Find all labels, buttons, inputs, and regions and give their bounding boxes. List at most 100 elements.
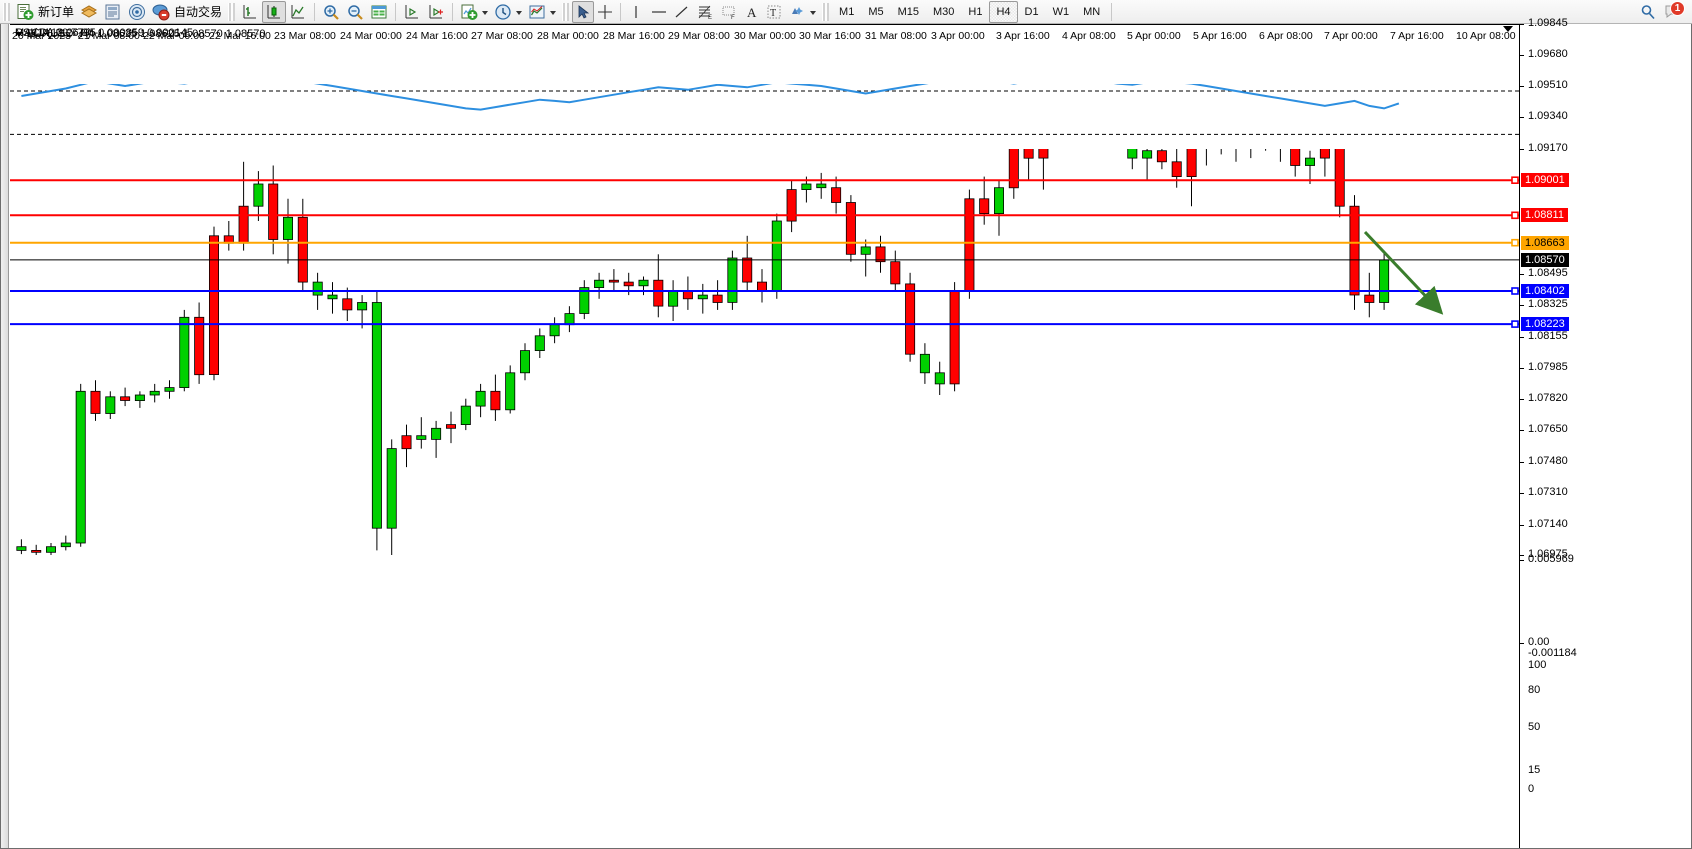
price-tick-mark — [1520, 117, 1524, 119]
price-level-tag[interactable]: 1.08223 — [1521, 317, 1569, 332]
price-tick-mark — [1520, 555, 1524, 556]
price-level-tag[interactable]: 1.08570 — [1521, 252, 1569, 267]
vertical-line-icon[interactable] — [625, 1, 647, 23]
templates-caret-icon[interactable] — [550, 10, 557, 15]
time-tick-label: 23 Mar 08:00 — [274, 30, 336, 42]
shapes-icon[interactable] — [785, 1, 809, 23]
period-icon[interactable] — [491, 1, 515, 23]
time-tick-label: 3 Apr 16:00 — [996, 30, 1050, 42]
price-tick-mark — [1520, 336, 1524, 338]
fibo-channel-icon[interactable]: F — [717, 1, 741, 23]
macd-tick-zero — [1520, 643, 1524, 644]
price-tick-mark — [1520, 148, 1524, 150]
price-level-tag[interactable]: 1.09001 — [1521, 173, 1569, 188]
timeframe-mn[interactable]: MN — [1083, 5, 1101, 18]
search-icon[interactable] — [1636, 1, 1660, 23]
time-tick-label: 22 Mar 16:00 — [209, 30, 271, 42]
chart-shift-icon[interactable] — [400, 1, 424, 23]
svg-text:A: A — [747, 5, 757, 20]
price-level-tag[interactable]: 1.08663 — [1521, 235, 1569, 250]
zoom-in-icon[interactable] — [319, 1, 343, 23]
time-tick-label: 5 Apr 16:00 — [1193, 30, 1247, 42]
chart-symbol-header: EURUSD-,H4 1.08625 1.08625 1.08570 1.085… — [15, 28, 266, 40]
main-toolbar: 新订单 自动交易 — [0, 0, 1692, 24]
time-tick-label: 28 Mar 16:00 — [603, 30, 665, 42]
chart-vertical-scrollbar[interactable] — [1, 24, 9, 848]
chart-window[interactable]: EURUSD-,H4 1.08625 1.08625 1.08570 1.085… — [0, 17, 1692, 849]
price-tick-label: 1.09680 — [1528, 47, 1568, 60]
price-tick-label: 1.07985 — [1528, 361, 1568, 374]
time-tick-label: 7 Apr 00:00 — [1324, 30, 1378, 42]
time-tick-label: 10 Apr 08:00 — [1456, 30, 1516, 42]
price-tick-label: 1.07140 — [1528, 517, 1568, 530]
indicators-caret-icon[interactable] — [482, 10, 489, 15]
profile-icon[interactable] — [77, 1, 101, 23]
signals-icon[interactable] — [125, 1, 149, 23]
price-scale[interactable]: 1.09845 1.09680 1.09510 1.09340 1.09170 1.084… — [1519, 17, 1691, 848]
shapes-caret-icon[interactable] — [810, 10, 817, 15]
candlestick-chart-icon[interactable] — [262, 0, 287, 23]
templates-icon[interactable] — [525, 1, 549, 23]
price-tick-mark — [1520, 398, 1524, 400]
macd-tick-bottom: -0.001184 — [1528, 647, 1577, 659]
timeframe-m5[interactable]: M5 — [868, 5, 884, 18]
timeframe-d1[interactable]: D1 — [1024, 5, 1039, 18]
data-window-icon[interactable] — [367, 1, 391, 23]
time-tick-label: 31 Mar 08:00 — [865, 30, 927, 42]
chart-menu-caret-icon[interactable] — [15, 31, 23, 37]
indicators-icon[interactable] — [457, 1, 481, 23]
cursor-icon[interactable] — [572, 0, 595, 23]
zoom-out-icon[interactable] — [343, 1, 367, 23]
price-level-tag[interactable]: 1.08811 — [1521, 208, 1568, 223]
chart-header-text: EURUSD-,H4 1.08625 1.08625 1.08570 1.085… — [27, 28, 266, 40]
price-tick-mark — [1520, 430, 1524, 432]
svg-text:T: T — [770, 8, 776, 19]
chart-scroll-indicator-icon[interactable] — [1503, 26, 1513, 32]
fibonacci-icon[interactable]: E — [693, 1, 717, 23]
trendline-icon[interactable] — [671, 1, 693, 23]
timeframe-m15[interactable]: M15 — [897, 5, 919, 18]
price-tick-label: 1.07480 — [1528, 454, 1568, 467]
toolbar-grip-periods[interactable] — [822, 2, 830, 21]
rsi-tick-label: 15 — [1528, 764, 1541, 776]
price-level-tag[interactable]: 1.08402 — [1521, 284, 1569, 298]
toolbar-separator-1 — [314, 2, 316, 21]
time-tick-label: 29 Mar 08:00 — [668, 30, 730, 42]
text-icon[interactable]: A — [741, 1, 763, 23]
timeframe-m1[interactable]: M1 — [839, 5, 855, 18]
timeframe-h1[interactable]: H1 — [968, 5, 983, 18]
timeframe-m30[interactable]: M30 — [933, 5, 955, 18]
time-tick-label: 24 Mar 16:00 — [406, 30, 468, 42]
price-tick-label: 1.07820 — [1528, 391, 1568, 404]
price-tick-mark — [1520, 524, 1524, 526]
timeframe-w1[interactable]: W1 — [1052, 5, 1070, 18]
time-tick-label: 22 Mar 00:00 — [143, 30, 205, 42]
text-label-icon[interactable]: T — [763, 1, 785, 23]
alerts-badge-wrapper[interactable]: 1 — [1663, 0, 1685, 22]
news-icon[interactable] — [101, 1, 125, 23]
alerts-icon[interactable]: 1 — [1660, 0, 1686, 23]
timeframe-h4[interactable]: H4 — [989, 0, 1018, 23]
price-tick-label: 1.08495 — [1528, 266, 1568, 279]
toolbar-separator-2 — [395, 2, 397, 21]
price-tick-mark — [1520, 273, 1524, 275]
toolbar-grip-standard[interactable] — [3, 2, 10, 21]
toolbar-grip-tools[interactable] — [562, 2, 570, 21]
toolbar-grip-charts[interactable] — [228, 2, 236, 21]
autotrading-icon[interactable] — [149, 1, 173, 23]
crosshair-icon[interactable] — [594, 1, 616, 23]
rsi-tick-label: 100 — [1528, 659, 1547, 671]
price-tick-mark — [1520, 54, 1524, 56]
auto-scroll-icon[interactable] — [424, 1, 448, 23]
horizontal-line-icon[interactable] — [647, 1, 671, 23]
price-tick-label: 1.08325 — [1528, 298, 1568, 311]
price-tick-mark — [1520, 368, 1524, 370]
new-order-icon[interactable] — [13, 1, 37, 23]
period-caret-icon[interactable] — [516, 10, 523, 15]
line-chart-icon[interactable] — [286, 1, 310, 23]
toolbar-separator-4 — [620, 2, 622, 21]
time-tick-label: 27 Mar 08:00 — [471, 30, 533, 42]
bar-chart-icon[interactable] — [238, 1, 262, 23]
time-tick-label: 7 Apr 16:00 — [1390, 30, 1444, 42]
time-axis[interactable]: 20 Mar 2023 21 Mar 08:00 22 Mar 00:00 22 Ma… — [10, 24, 1520, 84]
